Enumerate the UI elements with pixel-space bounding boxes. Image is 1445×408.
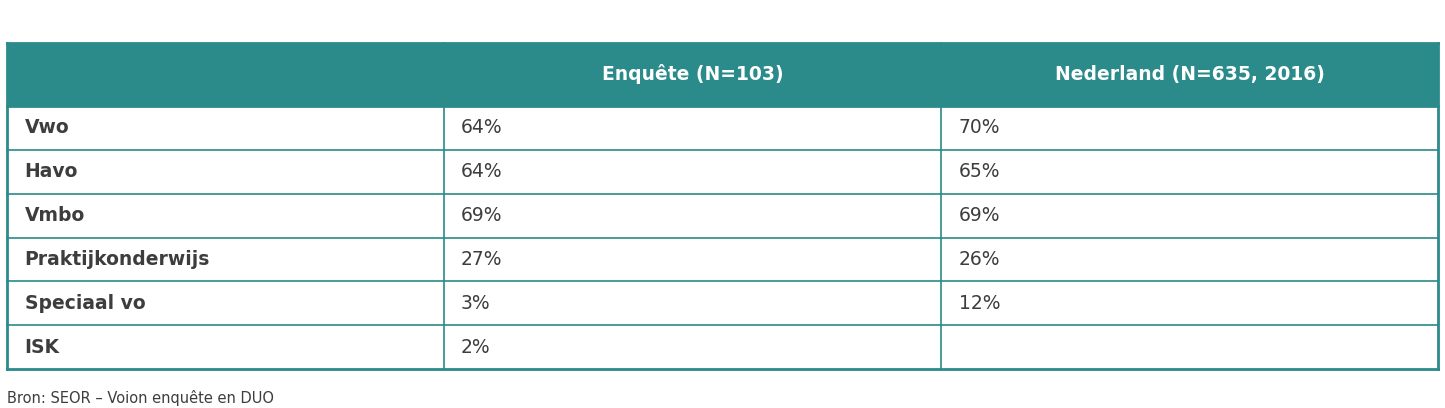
Text: 65%: 65%: [958, 162, 1000, 181]
Bar: [7, 282, 1438, 325]
Text: Vwo: Vwo: [25, 118, 69, 137]
Text: Nederland (N=635, 2016): Nederland (N=635, 2016): [1055, 65, 1325, 84]
Text: 69%: 69%: [461, 206, 503, 225]
Text: 3%: 3%: [461, 294, 490, 313]
Text: Speciaal vo: Speciaal vo: [25, 294, 144, 313]
Bar: [7, 43, 1438, 106]
Bar: [7, 106, 1438, 150]
Text: Enquête (N=103): Enquête (N=103): [601, 64, 783, 84]
Text: 12%: 12%: [958, 294, 1000, 313]
Text: 2%: 2%: [461, 338, 490, 357]
Text: 70%: 70%: [958, 118, 1000, 137]
Text: ISK: ISK: [25, 338, 59, 357]
Text: Praktijkonderwijs: Praktijkonderwijs: [25, 250, 210, 269]
Bar: [7, 237, 1438, 282]
Text: Havo: Havo: [25, 162, 78, 181]
Text: 69%: 69%: [958, 206, 1000, 225]
Bar: [7, 150, 1438, 194]
Text: 27%: 27%: [461, 250, 503, 269]
Text: 26%: 26%: [958, 250, 1000, 269]
Bar: [7, 325, 1438, 369]
Text: Vmbo: Vmbo: [25, 206, 85, 225]
Text: 64%: 64%: [461, 162, 503, 181]
Bar: [7, 194, 1438, 237]
Text: Bron: SEOR – Voion enquête en DUO: Bron: SEOR – Voion enquête en DUO: [7, 390, 275, 406]
Text: 64%: 64%: [461, 118, 503, 137]
